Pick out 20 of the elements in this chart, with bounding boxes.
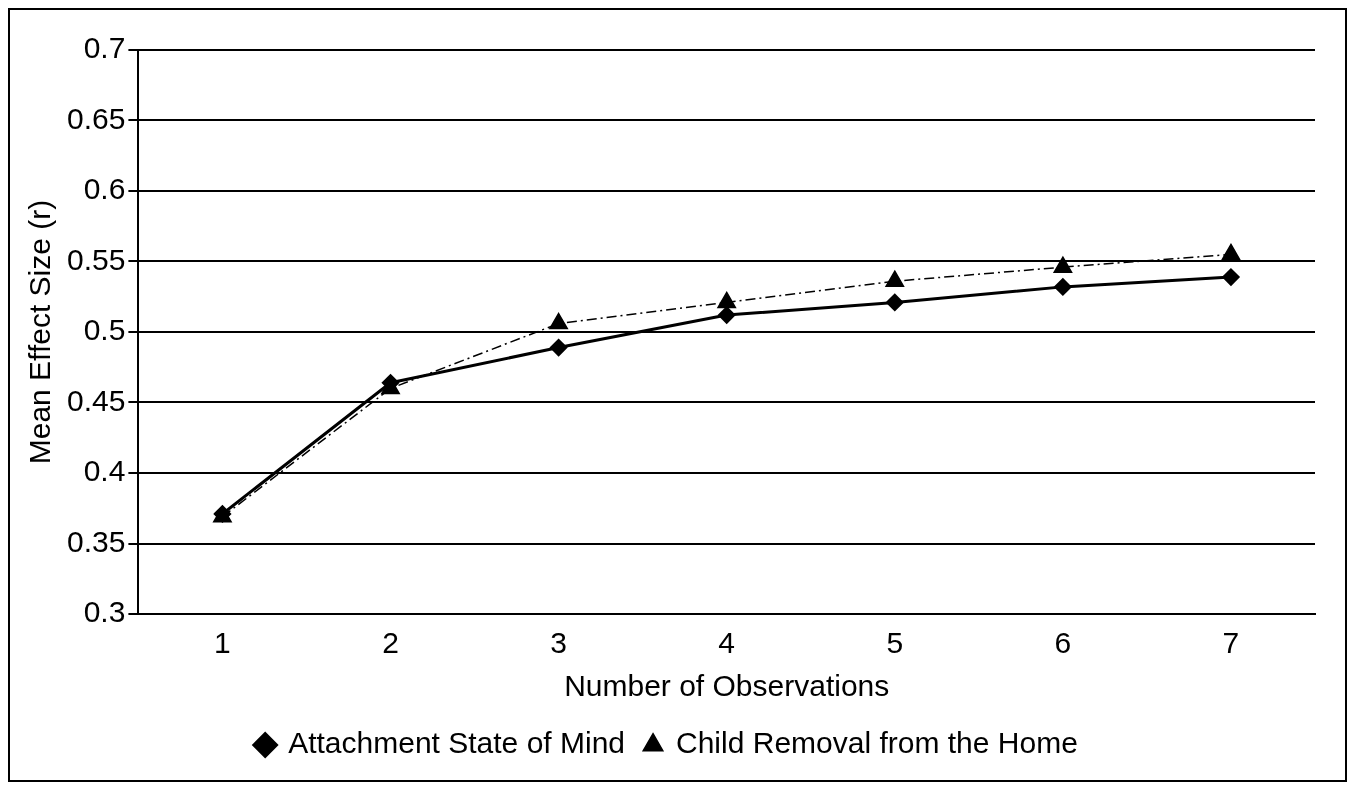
y-tick-label: 0.55 [67,242,126,276]
legend-label: Attachment State of Mind [288,726,626,760]
x-tick-label: 7 [1222,626,1240,660]
x-tick-label: 3 [550,626,567,660]
x-axis-title: Number of Observations [564,669,890,703]
x-tick-label: 2 [382,626,399,660]
x-tick-label: 4 [718,626,736,660]
y-tick-label: 0.4 [83,454,126,488]
y-tick-label: 0.6 [83,172,126,206]
y-tick-label: 0.35 [67,524,126,558]
y-tick-label: 0.3 [83,595,126,629]
legend-label: Child Removal from the Home [676,726,1078,760]
y-tick-label: 0.5 [83,313,126,347]
y-tick-label: 0.7 [83,31,126,65]
y-tick-label: 0.45 [67,383,126,417]
x-tick-label: 6 [1054,626,1072,660]
x-tick-label: 5 [886,626,904,660]
y-axis-title: Mean Effect Size (r) [23,199,57,465]
x-tick-label: 1 [214,626,231,660]
y-tick-label: 0.65 [67,101,126,135]
